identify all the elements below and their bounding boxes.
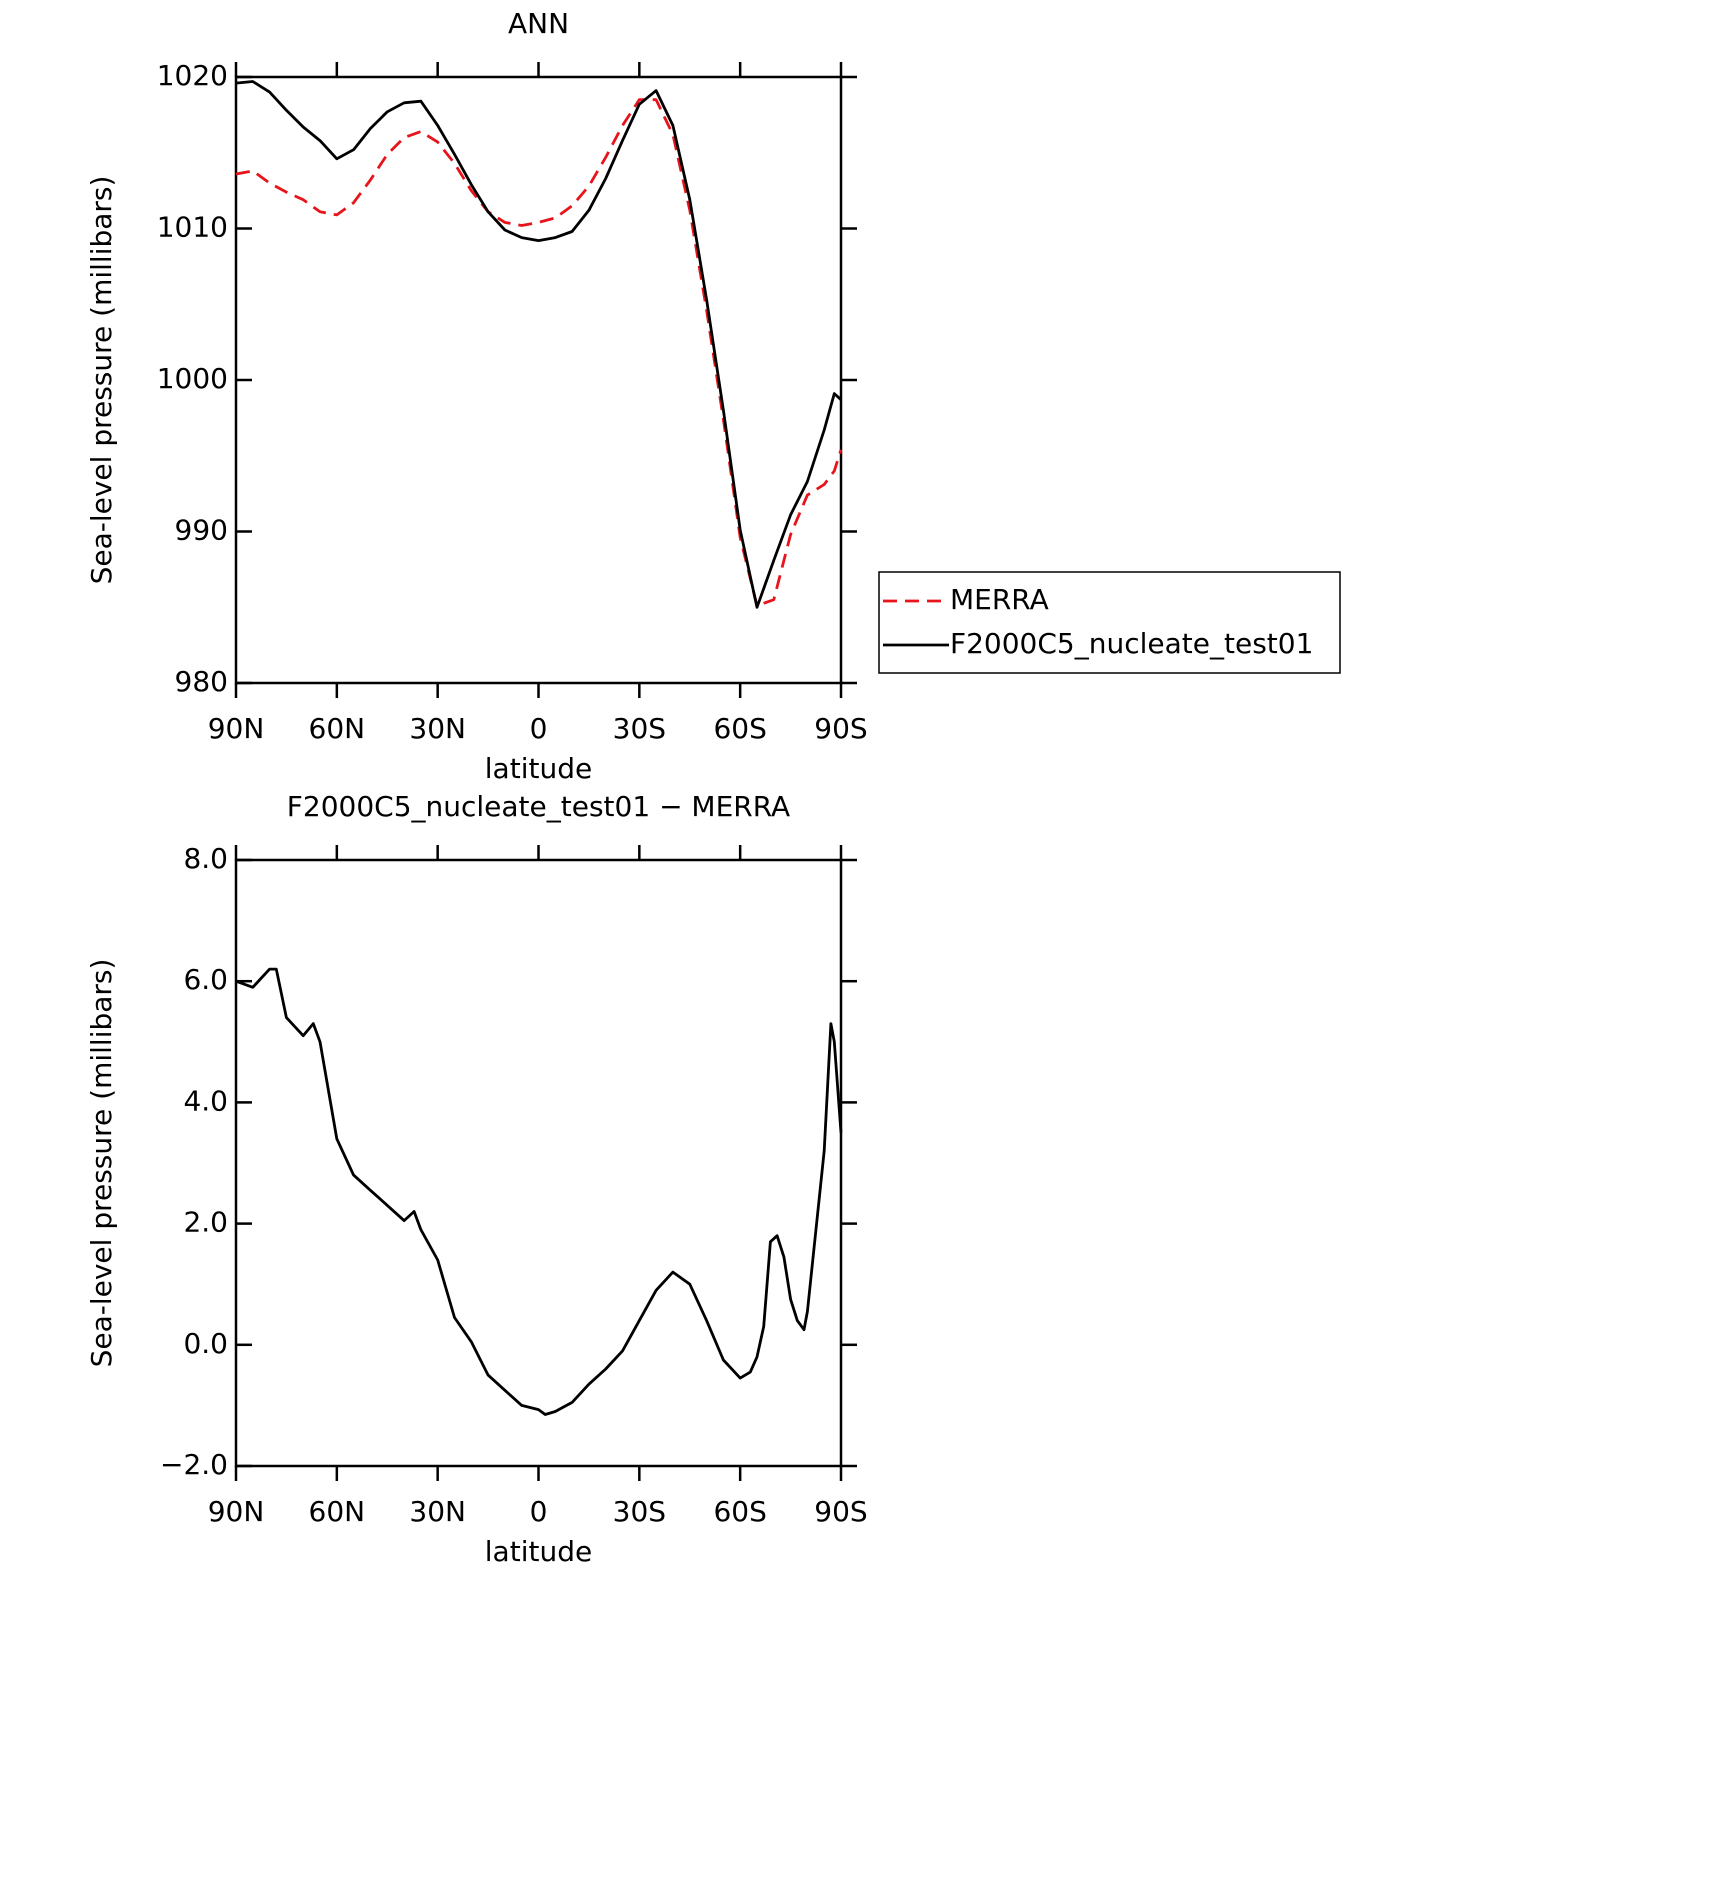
chart-title: F2000C5_nucleate_test01 − MERRA bbox=[287, 790, 790, 823]
y-tick-label: 1010 bbox=[157, 211, 228, 244]
y-axis-label: Sea-level pressure (millibars) bbox=[85, 176, 118, 585]
x-axis-label: latitude bbox=[485, 1535, 592, 1568]
chart-title: ANN bbox=[508, 7, 569, 40]
x-tick-label: 60N bbox=[309, 1495, 366, 1528]
x-tick-label: 30N bbox=[409, 1495, 466, 1528]
legend-label: F2000C5_nucleate_test01 bbox=[950, 627, 1313, 660]
x-tick-label: 60S bbox=[713, 1495, 766, 1528]
y-tick-label: 4.0 bbox=[183, 1084, 228, 1117]
y-tick-label: 8.0 bbox=[183, 842, 228, 875]
y-tick-label: 0.0 bbox=[183, 1327, 228, 1360]
data-line bbox=[235, 967, 843, 1416]
y-tick-label: 990 bbox=[175, 514, 228, 547]
y-tick-label: 1020 bbox=[157, 59, 228, 92]
y-tick-label: −2.0 bbox=[160, 1448, 228, 1481]
data-line bbox=[235, 98, 843, 608]
x-tick-label: 60S bbox=[713, 712, 766, 745]
x-tick-label: 90S bbox=[814, 1495, 867, 1528]
x-tick-label: 30S bbox=[613, 1495, 666, 1528]
y-tick-label: 2.0 bbox=[183, 1206, 228, 1239]
plot-frame bbox=[234, 75, 843, 685]
y-axis-label: Sea-level pressure (millibars) bbox=[85, 959, 118, 1368]
data-line bbox=[235, 80, 842, 609]
y-tick-label: 980 bbox=[175, 665, 228, 698]
x-tick-label: 90S bbox=[814, 712, 867, 745]
y-tick-label: 1000 bbox=[157, 362, 228, 395]
x-axis-label: latitude bbox=[485, 752, 592, 785]
x-tick-label: 90N bbox=[208, 1495, 265, 1528]
x-tick-label: 30S bbox=[613, 712, 666, 745]
x-tick-label: 60N bbox=[309, 712, 366, 745]
x-tick-label: 30N bbox=[409, 712, 466, 745]
x-tick-label: 0 bbox=[530, 712, 548, 745]
plot-frame bbox=[234, 858, 843, 1468]
x-tick-label: 90N bbox=[208, 712, 265, 745]
legend-box bbox=[878, 571, 1341, 674]
y-tick-label: 6.0 bbox=[183, 963, 228, 996]
legend-label: MERRA bbox=[950, 583, 1049, 616]
x-tick-label: 0 bbox=[530, 1495, 548, 1528]
